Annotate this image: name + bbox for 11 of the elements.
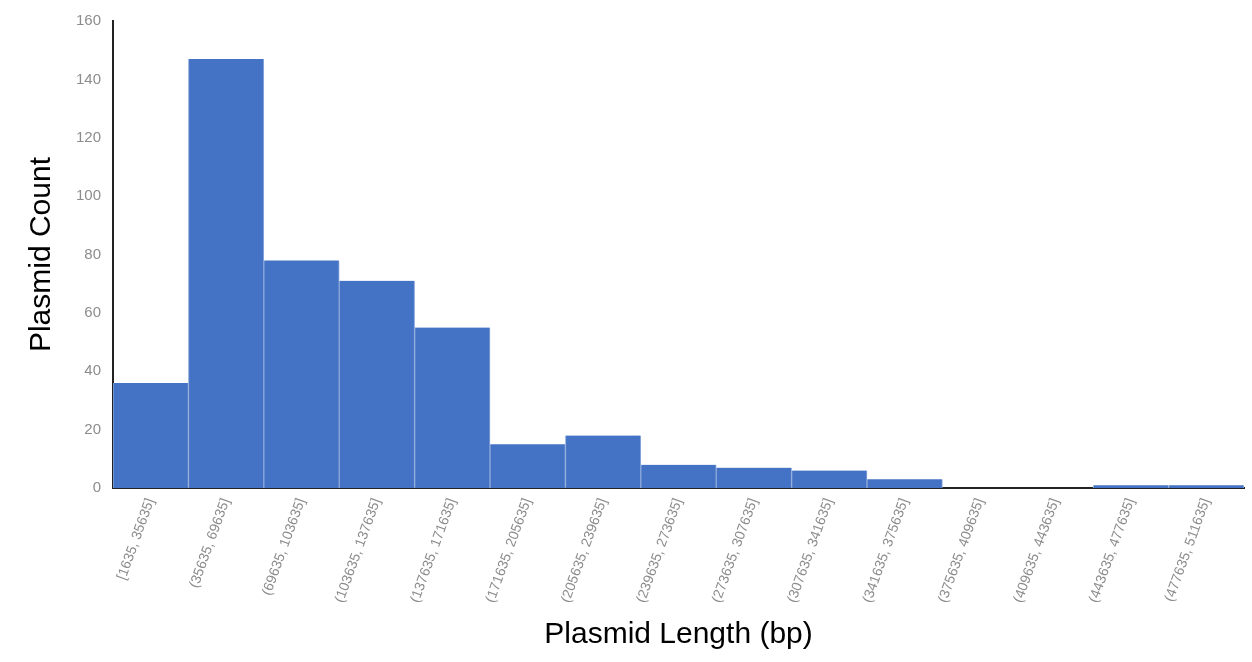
- y-tick-label: 160: [76, 11, 102, 29]
- y-tick-label: 100: [76, 186, 102, 204]
- x-axis-title: Plasmid Length (bp): [544, 616, 813, 650]
- y-tick-label: 40: [84, 361, 102, 379]
- y-axis-title: Plasmid Count: [23, 156, 57, 353]
- y-tick-label: 120: [76, 127, 102, 145]
- y-tick-label: 80: [84, 244, 102, 262]
- y-tick-label: 20: [84, 419, 102, 437]
- y-tick-label: 0: [92, 478, 102, 496]
- y-tick-label: 140: [76, 69, 102, 87]
- y-tick-label: 60: [84, 303, 102, 321]
